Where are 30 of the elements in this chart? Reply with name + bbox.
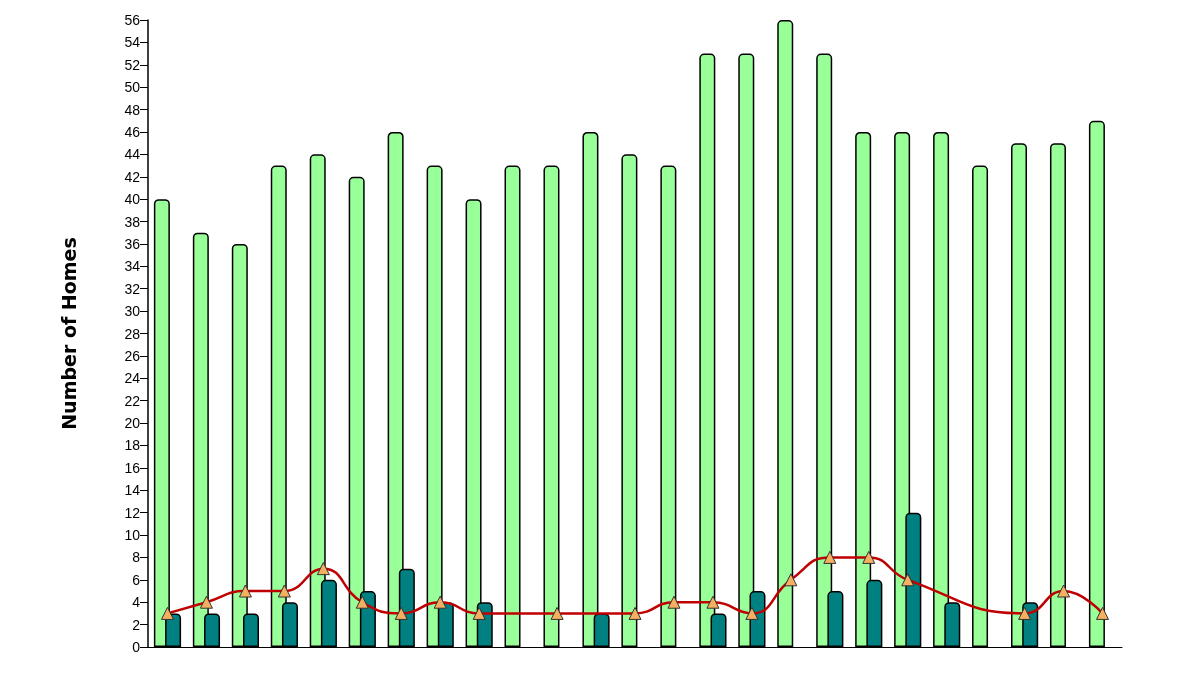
y-tick-label: 44	[124, 146, 141, 163]
y-tick-label: 16	[124, 459, 141, 476]
y-tick-label: 26	[124, 347, 141, 364]
y-tick-label: 40	[124, 191, 141, 208]
y-tick-label: 22	[124, 392, 141, 409]
y-tick-label: 46	[124, 123, 141, 140]
y-tick-label: 42	[124, 168, 141, 185]
y-tick-label: 4	[132, 594, 141, 611]
y-tick-label: 20	[124, 415, 141, 432]
y-tick-label: 12	[124, 504, 141, 521]
y-tick-label: 6	[132, 571, 141, 588]
y-tick-label: 10	[124, 527, 141, 544]
y-tick-label: 30	[124, 303, 141, 320]
y-tick-label: 8	[132, 549, 141, 566]
y-tick-label: 50	[124, 79, 141, 96]
y-axis-title: Number of Homes	[57, 237, 80, 430]
y-tick-label: 34	[124, 258, 141, 275]
y-tick-label: 54	[124, 34, 141, 51]
y-tick-label: 18	[124, 437, 141, 454]
y-tick-label: 56	[124, 12, 141, 28]
y-tick-label: 24	[124, 370, 141, 387]
y-tick-label: 36	[124, 235, 141, 252]
y-tick-label: 2	[132, 616, 141, 633]
y-tick-label: 32	[124, 280, 141, 297]
y-tick-label: 14	[124, 482, 141, 499]
y-tick-label: 0	[132, 639, 141, 655]
y-tick-label: 38	[124, 213, 141, 230]
y-tick-label: 28	[124, 325, 141, 342]
y-tick-label: 48	[124, 101, 141, 118]
y-tick-label: 52	[124, 56, 141, 73]
